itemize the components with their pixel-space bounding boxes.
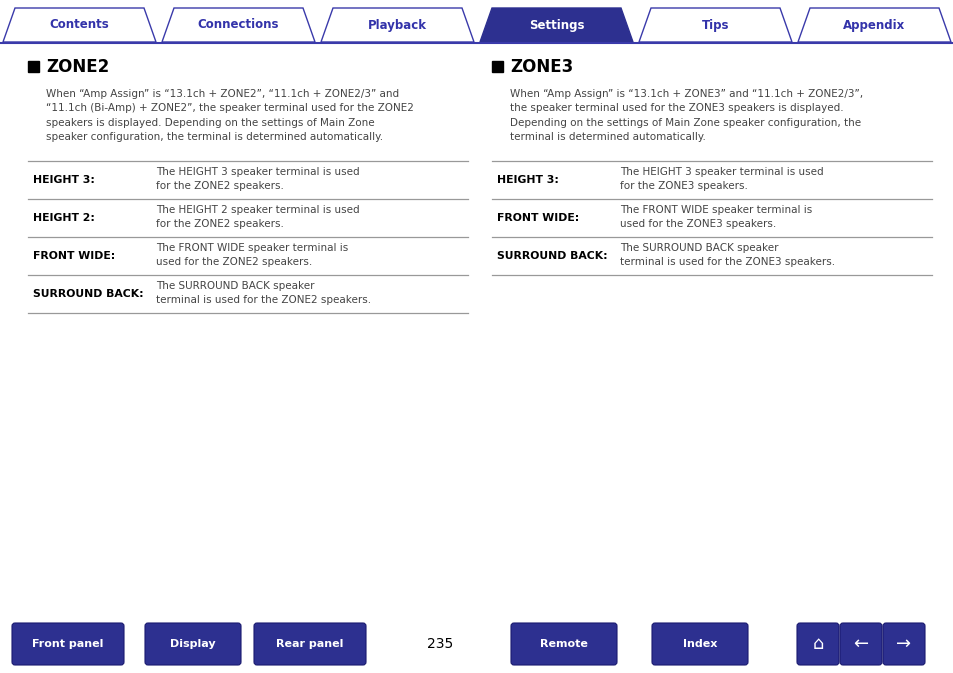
FancyBboxPatch shape [796,623,838,665]
Text: 235: 235 [426,637,453,651]
Text: ⌂: ⌂ [811,635,822,653]
Text: When “Amp Assign” is “13.1ch + ZONE3” and “11.1ch + ZONE2/3”,
the speaker termin: When “Amp Assign” is “13.1ch + ZONE3” an… [510,89,862,142]
Text: Playback: Playback [368,18,427,32]
Text: The HEIGHT 3 speaker terminal is used
for the ZONE2 speakers.: The HEIGHT 3 speaker terminal is used fo… [156,167,359,191]
Text: When “Amp Assign” is “13.1ch + ZONE2”, “11.1ch + ZONE2/3” and
“11.1ch (Bi-Amp) +: When “Amp Assign” is “13.1ch + ZONE2”, “… [46,89,414,142]
Text: FRONT WIDE:: FRONT WIDE: [33,251,115,261]
Text: The FRONT WIDE speaker terminal is
used for the ZONE2 speakers.: The FRONT WIDE speaker terminal is used … [156,243,348,267]
Polygon shape [3,8,156,42]
Text: ←: ← [853,635,867,653]
Text: Settings: Settings [528,18,583,32]
Polygon shape [320,8,474,42]
Text: ZONE3: ZONE3 [510,57,573,75]
FancyBboxPatch shape [12,623,124,665]
Polygon shape [797,8,950,42]
Bar [492,61,502,72]
Text: Connections: Connections [197,18,279,32]
Text: Rear panel: Rear panel [276,639,343,649]
FancyBboxPatch shape [840,623,882,665]
Text: →: → [896,635,911,653]
Polygon shape [639,8,791,42]
Text: HEIGHT 3:: HEIGHT 3: [33,175,94,185]
Text: Tips: Tips [701,18,728,32]
Text: The HEIGHT 2 speaker terminal is used
for the ZONE2 speakers.: The HEIGHT 2 speaker terminal is used fo… [156,205,359,229]
Text: Front panel: Front panel [32,639,104,649]
Text: SURROUND BACK:: SURROUND BACK: [33,289,144,299]
Text: HEIGHT 2:: HEIGHT 2: [33,213,94,223]
Polygon shape [162,8,314,42]
Text: Remote: Remote [539,639,587,649]
Text: The FRONT WIDE speaker terminal is
used for the ZONE3 speakers.: The FRONT WIDE speaker terminal is used … [619,205,811,229]
Polygon shape [479,8,633,42]
Text: HEIGHT 3:: HEIGHT 3: [497,175,558,185]
FancyBboxPatch shape [253,623,366,665]
Text: The HEIGHT 3 speaker terminal is used
for the ZONE3 speakers.: The HEIGHT 3 speaker terminal is used fo… [619,167,822,191]
Text: The SURROUND BACK speaker
terminal is used for the ZONE3 speakers.: The SURROUND BACK speaker terminal is us… [619,243,834,267]
Text: The SURROUND BACK speaker
terminal is used for the ZONE2 speakers.: The SURROUND BACK speaker terminal is us… [156,281,371,305]
Text: ZONE2: ZONE2 [46,57,110,75]
FancyBboxPatch shape [882,623,924,665]
FancyBboxPatch shape [145,623,241,665]
Text: Index: Index [682,639,717,649]
Text: Contents: Contents [50,18,110,32]
Text: FRONT WIDE:: FRONT WIDE: [497,213,578,223]
Bar [28,61,39,72]
Text: SURROUND BACK:: SURROUND BACK: [497,251,607,261]
Text: Display: Display [170,639,215,649]
FancyBboxPatch shape [511,623,617,665]
Text: Appendix: Appendix [842,18,904,32]
FancyBboxPatch shape [651,623,747,665]
